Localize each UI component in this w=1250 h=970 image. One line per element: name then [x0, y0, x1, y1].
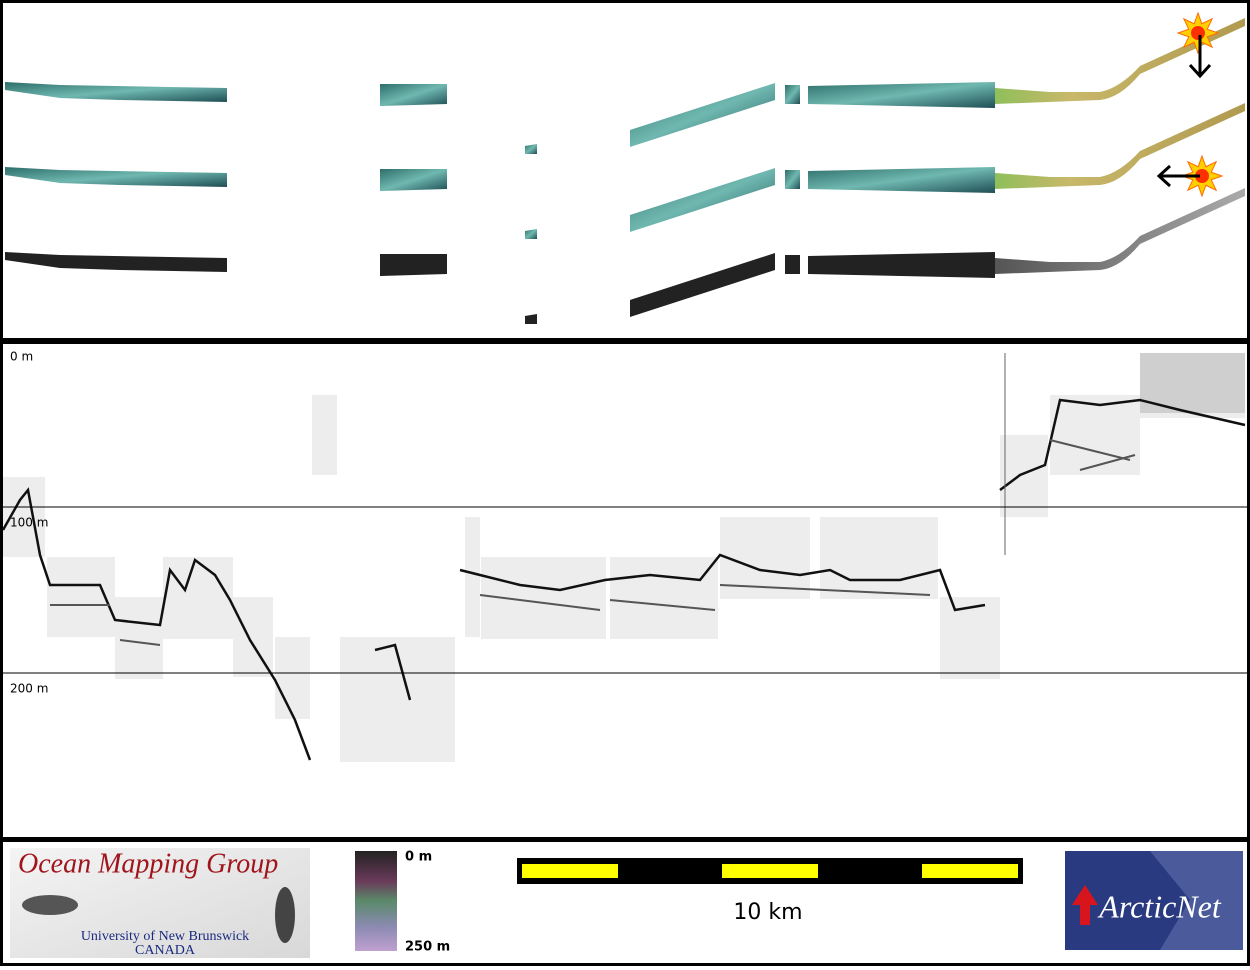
logo-shape [22, 895, 78, 915]
logo-map [1150, 851, 1243, 950]
event-marker-core [1195, 169, 1209, 183]
subbottom-reflector [50, 439, 1136, 646]
colorbar-label: 250 m [405, 940, 450, 955]
profile-block [312, 395, 337, 475]
profile-block [47, 557, 115, 637]
divider [0, 837, 1250, 842]
logo-university: University of New Brunswick [81, 929, 249, 944]
colorbar [355, 851, 397, 951]
swath [785, 85, 800, 104]
depth-label: 200 m [10, 682, 48, 696]
profile-block [233, 597, 273, 677]
swath [808, 252, 995, 278]
scale-segment [922, 864, 1018, 878]
swath [380, 84, 447, 106]
profile-block [1050, 395, 1140, 475]
swath [525, 229, 537, 239]
profile-block [163, 557, 233, 639]
profile-block [820, 517, 938, 599]
profile-block [1140, 353, 1245, 413]
profile-block [115, 597, 163, 679]
logo-country: CANADA [135, 943, 196, 958]
colorbar-label: 0 m [405, 850, 432, 865]
logo-shape [275, 887, 295, 943]
direction-arrow [1156, 164, 1200, 188]
logo-title: Ocean Mapping Group [18, 848, 278, 879]
swath [808, 82, 995, 108]
swath [5, 167, 227, 187]
swath [380, 169, 447, 191]
swath [630, 168, 775, 232]
event-marker-core [1191, 26, 1205, 40]
direction-arrow [1188, 35, 1212, 79]
profile-block [1000, 435, 1048, 517]
swath [808, 167, 995, 193]
seafloor-reflector [1, 398, 1246, 761]
divider [0, 338, 1250, 344]
swath [525, 144, 537, 154]
swath-panel [5, 11, 1245, 324]
depth-label: 0 m [10, 350, 33, 364]
scale-segment [722, 864, 818, 878]
ship-track [995, 188, 1245, 274]
partner-logo-text: ArcticNet [1097, 888, 1222, 924]
profile-panel [1, 353, 1246, 762]
ship-track [995, 18, 1245, 104]
swath [785, 170, 800, 189]
swath [5, 252, 227, 272]
maple-leaf [1072, 885, 1098, 925]
profile-block [610, 557, 718, 639]
swath [525, 314, 537, 324]
swath [785, 255, 800, 274]
swath [630, 253, 775, 317]
swath [630, 83, 775, 147]
profile-block [465, 517, 480, 637]
scale-label: 10 km [733, 900, 802, 925]
ship-track [995, 103, 1245, 189]
swath [5, 82, 227, 102]
swath [380, 254, 447, 276]
depth-label: 100 m [10, 516, 48, 530]
profile-block [940, 597, 1000, 679]
profile-block [275, 637, 310, 719]
scale-segment [522, 864, 618, 878]
